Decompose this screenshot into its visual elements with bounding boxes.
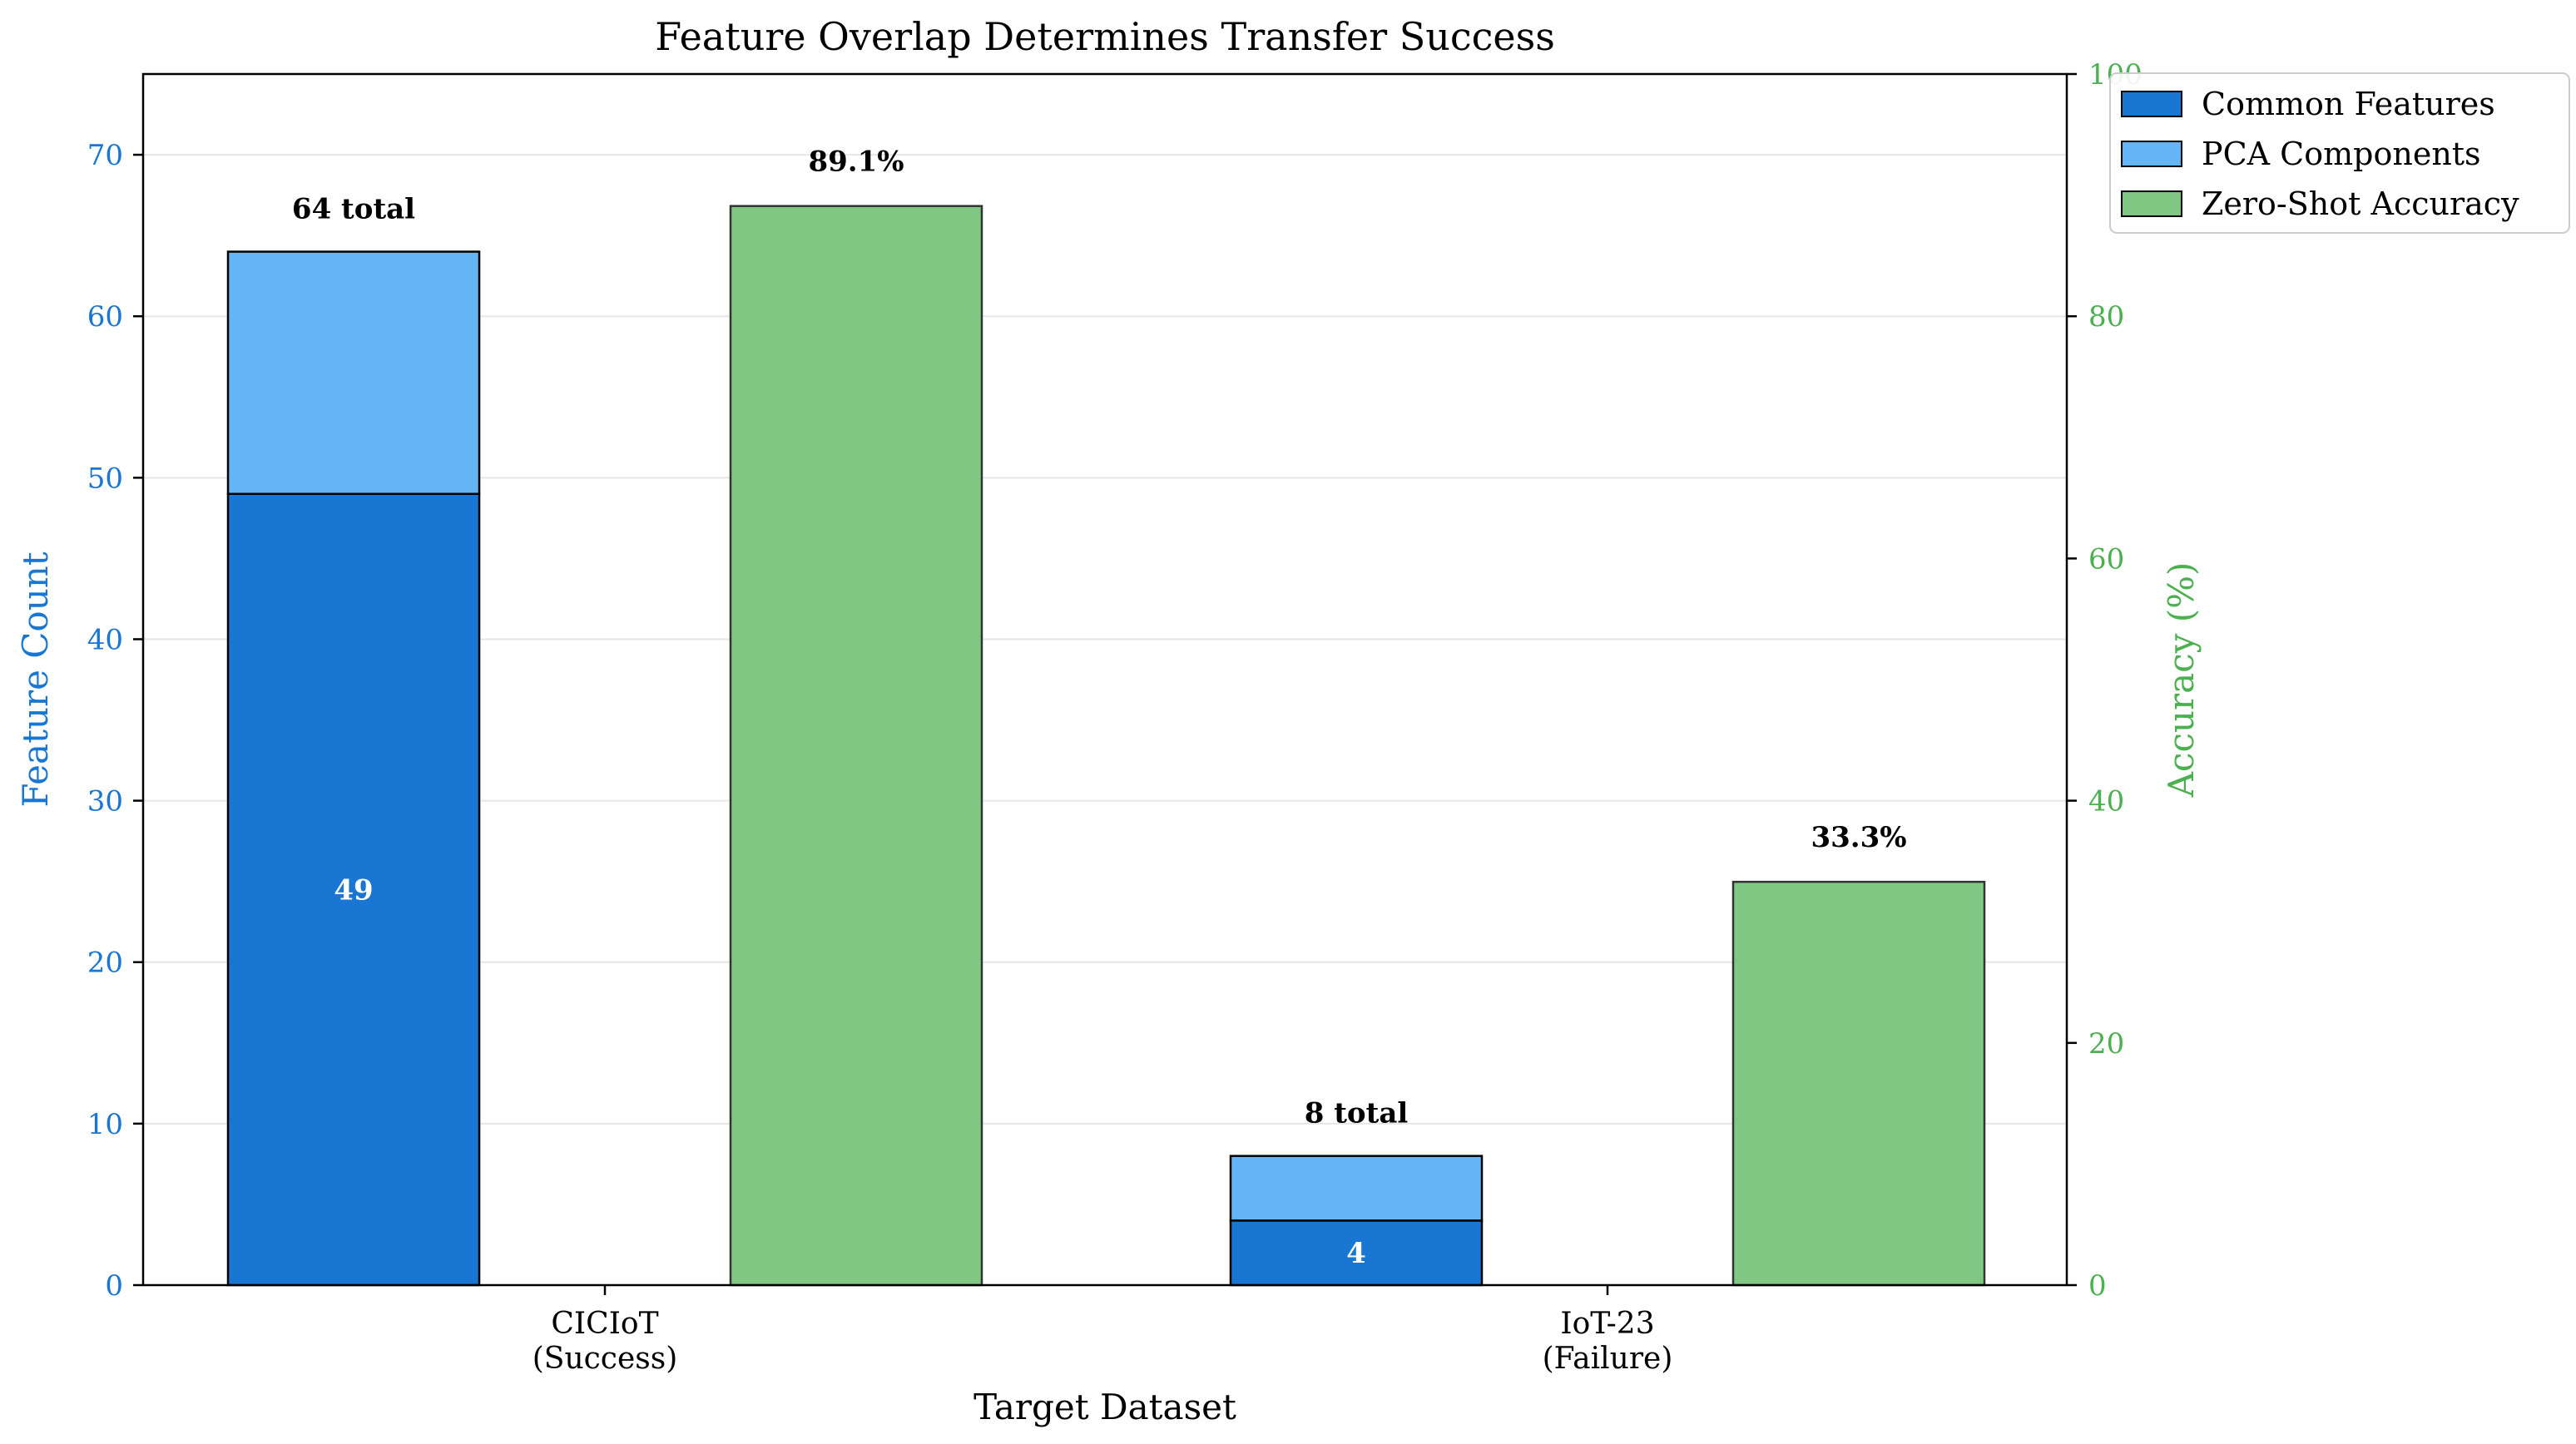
left-y-tick-label: 20: [87, 947, 123, 980]
accuracy-value-label: 33.3%: [1811, 821, 1906, 854]
legend-swatch: [2121, 190, 2182, 217]
left-y-tick-label: 10: [87, 1108, 123, 1141]
common-features-value-label: 4: [1346, 1237, 1366, 1270]
accuracy-value-label: 89.1%: [808, 146, 904, 179]
left-y-tick-label: 40: [87, 623, 123, 656]
legend-entry-label: Zero-Shot Accuracy: [2202, 185, 2519, 222]
left-y-tick-label: 30: [87, 785, 123, 818]
right-y-tick-label: 20: [2088, 1027, 2124, 1061]
right-y-tick-label: 80: [2088, 300, 2124, 334]
right-y-tick-label: 0: [2088, 1269, 2107, 1303]
bar-pca-components: [226, 250, 481, 495]
bar-labels: 49 64 total 89.1% 4 8 total 33.3%: [292, 146, 1907, 1270]
stack-total-label: 64 total: [292, 193, 415, 226]
right-y-axis-label: Accuracy (%): [2161, 562, 2202, 799]
legend-entry-label: PCA Components: [2202, 136, 2481, 172]
plot-frame: [141, 72, 2068, 1287]
legend-swatch: [2121, 141, 2182, 167]
right-y-tick-label: 60: [2088, 542, 2124, 576]
bars: [226, 205, 1986, 1287]
left-y-tick-label: 70: [87, 139, 123, 172]
legend-entry-label: Common Features: [2202, 86, 2495, 122]
x-tick-label: IoT-23 (Failure): [1543, 1307, 1673, 1376]
left-y-tick-label: 0: [105, 1269, 123, 1303]
left-y-axis-label: Feature Count: [15, 551, 56, 807]
bar-zero-shot-accuracy: [729, 205, 983, 1287]
legend: Common Features PCA Components Zero-Shot A…: [2109, 72, 2570, 234]
left-y-tick-label: 60: [87, 300, 123, 334]
x-tick-label: CICIoT (Success): [533, 1307, 678, 1376]
bar-pca-components: [1229, 1155, 1484, 1222]
bar-zero-shot-accuracy: [1731, 880, 1986, 1287]
x-axis-label: Target Dataset: [973, 1387, 1236, 1427]
common-features-value-label: 49: [334, 873, 373, 907]
bar-common-features: [226, 492, 481, 1287]
left-y-tick-label: 50: [87, 462, 123, 495]
stack-total-label: 8 total: [1305, 1097, 1409, 1130]
axes: CICIoT (Success)IoT-23 (Failure)0102030405…: [87, 58, 2143, 1376]
legend-swatch: [2121, 91, 2182, 117]
chart-title: Feature Overlap Determines Transfer Succ…: [655, 14, 1555, 59]
right-y-tick-label: 40: [2088, 785, 2124, 818]
legend-box: [2109, 72, 2570, 234]
